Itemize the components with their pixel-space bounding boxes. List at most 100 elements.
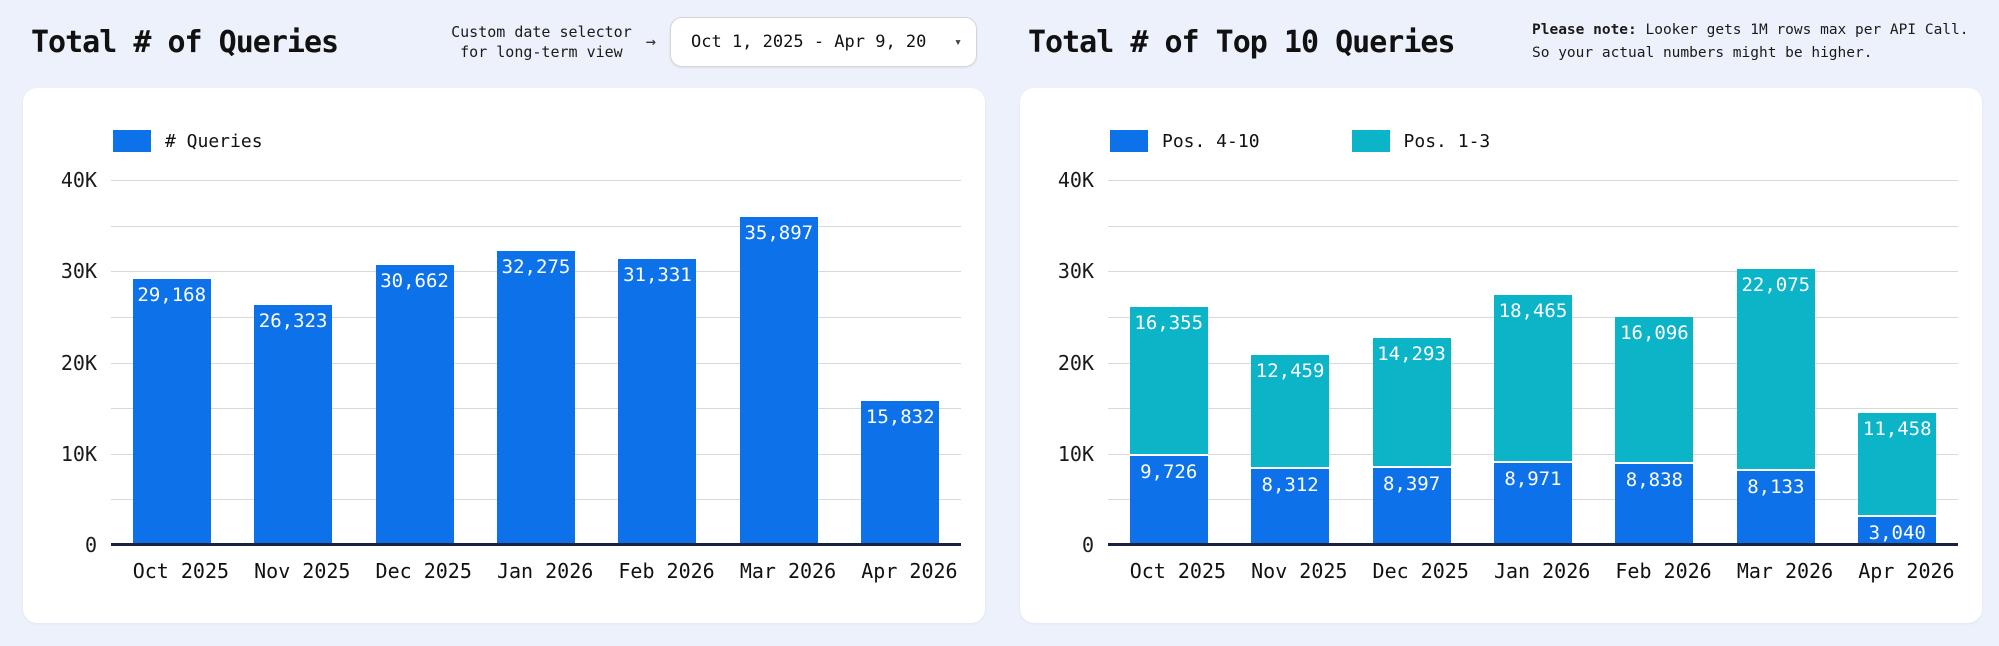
x-tick-label: Jan 2026 xyxy=(496,559,594,583)
arrow-right-icon: → xyxy=(645,32,656,52)
api-limit-note-lead: Please note: xyxy=(1532,21,1637,38)
chart-legend: Pos. 4-10 Pos. 1-3 xyxy=(1110,126,1958,156)
bar-apr-2026: 11,458 3,040 xyxy=(1858,412,1937,545)
page-title-total-queries: Total # of Queries xyxy=(31,24,339,60)
bar-segment-pos-4-10[interactable]: 8,838 xyxy=(1615,464,1694,545)
bar-value-label: 8,838 xyxy=(1625,469,1683,492)
y-tick-label: 40K xyxy=(1057,168,1094,192)
gridline xyxy=(111,225,961,227)
bar-value-label: 11,458 xyxy=(1862,417,1932,440)
bar-value-label: 31,331 xyxy=(623,264,692,287)
legend-swatch-icon xyxy=(1110,130,1148,152)
legend-item--queries[interactable]: # Queries xyxy=(113,130,263,152)
top10-queries-chart: Pos. 4-10 Pos. 1-3 0 10K 20K 30K 40K 16,355 9,72… xyxy=(1044,126,1958,583)
bar-jan-2026: 18,465 8,971 xyxy=(1493,294,1572,545)
bar-segment--queries[interactable]: 35,897 xyxy=(739,217,818,545)
x-axis-labels: Oct 2025 Nov 2025 Dec 2025 Jan 2026 Feb 2026… xyxy=(111,559,961,583)
legend-swatch-icon xyxy=(1351,130,1390,152)
bar-value-label: 12,459 xyxy=(1255,360,1325,383)
bars-container: 16,355 9,726 12,459 8,312 14,293 8,397 18,465 8… xyxy=(1108,180,1958,545)
y-tick-label: 20K xyxy=(60,350,97,375)
bar-value-label: 35,897 xyxy=(744,222,814,245)
legend-item-pos-4-10[interactable]: Pos. 4-10 xyxy=(1110,130,1260,152)
legend-label: Pos. 4-10 xyxy=(1162,130,1260,152)
bar-mar-2026: 35,897 xyxy=(739,217,818,545)
x-tick-label: Mar 2026 xyxy=(739,559,837,583)
total-queries-card: # Queries 0 10K 20K 30K 40K 29,168 26,323 30,662… xyxy=(23,88,985,623)
x-tick-label: Dec 2025 xyxy=(1372,559,1469,583)
api-limit-note-body: Looker gets 1M rows max per API Call. So… xyxy=(1532,21,1969,61)
bar-segment-pos-4-10[interactable]: 8,971 xyxy=(1493,463,1572,545)
left-header: Total # of Queries Custom date selector … xyxy=(23,0,985,88)
bar-value-label: 8,133 xyxy=(1747,475,1805,498)
y-tick-label: 0 xyxy=(84,533,97,557)
bar-value-label: 16,096 xyxy=(1620,322,1689,345)
bar-segment--queries[interactable]: 30,662 xyxy=(375,265,454,545)
bar-segment--queries[interactable]: 31,331 xyxy=(618,259,697,545)
bar-jan-2026: 32,275 xyxy=(496,250,575,545)
x-axis-labels: Oct 2025 Nov 2025 Dec 2025 Jan 2026 Feb 2026… xyxy=(1108,559,1958,583)
x-axis-line xyxy=(111,543,961,546)
top10-queries-card: Pos. 4-10 Pos. 1-3 0 10K 20K 30K 40K 16,355 9,72… xyxy=(1020,88,1982,623)
y-tick-label: 20K xyxy=(1057,350,1094,375)
x-tick-label: Nov 2025 xyxy=(254,559,351,583)
bar-segment-pos-1-3[interactable]: 14,293 xyxy=(1372,337,1451,469)
legend-swatch-icon xyxy=(113,130,151,152)
x-tick-label: Jan 2026 xyxy=(1493,559,1591,583)
date-selector-label: Custom date selector for long-term view xyxy=(451,22,632,63)
y-tick-label: 30K xyxy=(1057,259,1094,284)
bar-feb-2026: 16,096 8,838 xyxy=(1615,317,1694,545)
x-tick-label: Oct 2025 xyxy=(1129,559,1227,583)
x-tick-label: Apr 2026 xyxy=(1858,559,1955,583)
bar-value-label: 8,312 xyxy=(1261,474,1319,497)
y-tick-label: 30K xyxy=(60,259,97,284)
gridline xyxy=(1108,180,1958,181)
bar-segment--queries[interactable]: 26,323 xyxy=(254,304,333,545)
bar-value-label: 22,075 xyxy=(1741,274,1811,297)
x-tick-label: Feb 2026 xyxy=(618,559,715,583)
bar-value-label: 9,726 xyxy=(1140,461,1198,484)
bar-segment-pos-4-10[interactable]: 8,133 xyxy=(1736,470,1815,545)
x-tick-label: Oct 2025 xyxy=(132,559,230,583)
bar-value-label: 26,323 xyxy=(258,309,328,332)
gridline xyxy=(111,180,961,181)
bar-value-label: 3,040 xyxy=(1868,522,1926,545)
bar-segment-pos-1-3[interactable]: 18,465 xyxy=(1493,294,1572,464)
legend-label: # Queries xyxy=(165,130,263,152)
bar-oct-2025: 16,355 9,726 xyxy=(1129,307,1208,545)
bar-segment--queries[interactable]: 15,832 xyxy=(861,400,940,545)
date-selector-label-line1: Custom date selector xyxy=(451,22,632,41)
bar-segment-pos-1-3[interactable]: 12,459 xyxy=(1251,355,1330,470)
bar-segment-pos-4-10[interactable]: 9,726 xyxy=(1129,456,1208,545)
bars-container: 29,168 26,323 30,662 32,275 31,331 35,897 15,8… xyxy=(111,180,961,545)
bar-value-label: 30,662 xyxy=(380,270,449,293)
right-panel: Total # of Top 10 Queries Please note: L… xyxy=(1020,0,1982,623)
bar-segment-pos-4-10[interactable]: 8,312 xyxy=(1251,469,1330,545)
bar-segment-pos-4-10[interactable]: 8,397 xyxy=(1372,468,1451,545)
left-panel: Total # of Queries Custom date selector … xyxy=(23,0,985,623)
api-limit-note: Please note: Looker gets 1M rows max per… xyxy=(1532,19,1972,65)
caret-down-icon: ▾ xyxy=(954,34,962,50)
x-axis-line xyxy=(1108,543,1958,546)
y-tick-label: 40K xyxy=(60,168,97,192)
plot-area: 29,168 26,323 30,662 32,275 31,331 35,897 15,8… xyxy=(111,180,961,546)
legend-item-pos-1-3[interactable]: Pos. 1-3 xyxy=(1351,130,1490,152)
chart-legend: # Queries xyxy=(113,126,961,156)
bar-value-label: 18,465 xyxy=(1498,299,1568,322)
bar-segment--queries[interactable]: 29,168 xyxy=(132,278,211,545)
bar-value-label: 8,397 xyxy=(1382,473,1441,496)
bar-segment-pos-1-3[interactable]: 16,355 xyxy=(1129,307,1208,457)
bar-segment--queries[interactable]: 32,275 xyxy=(496,250,575,545)
right-header: Total # of Top 10 Queries Please note: L… xyxy=(1020,0,1982,88)
bar-dec-2025: 30,662 xyxy=(375,265,454,545)
bar-nov-2025: 26,323 xyxy=(254,304,333,545)
bar-value-label: 14,293 xyxy=(1377,342,1446,365)
bar-segment-pos-1-3[interactable]: 11,458 xyxy=(1858,412,1937,518)
bar-segment-pos-4-10[interactable]: 3,040 xyxy=(1858,517,1937,545)
bar-segment-pos-1-3[interactable]: 16,096 xyxy=(1615,317,1694,465)
bar-segment-pos-1-3[interactable]: 22,075 xyxy=(1736,269,1815,471)
bar-dec-2025: 14,293 8,397 xyxy=(1372,337,1451,545)
x-tick-label: Nov 2025 xyxy=(1251,559,1348,583)
date-range-dropdown[interactable]: Oct 1, 2025 - Apr 9, 20 ▾ xyxy=(670,17,977,67)
bar-mar-2026: 22,075 8,133 xyxy=(1736,269,1815,545)
